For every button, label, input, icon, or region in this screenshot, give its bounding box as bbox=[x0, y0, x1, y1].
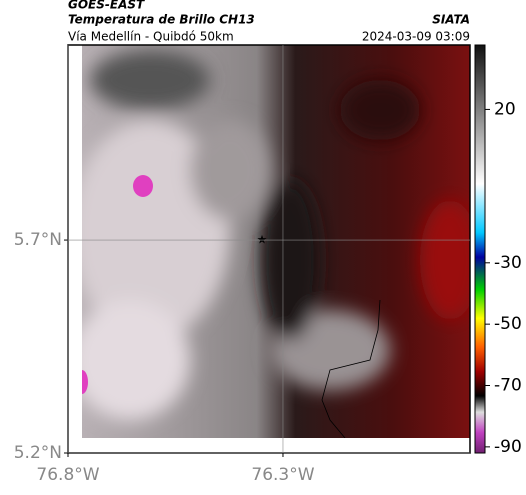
satellite-image: ★ bbox=[82, 45, 470, 438]
source: GOES-EAST bbox=[68, 0, 145, 12]
title: Temperatura de Brillo CH13 bbox=[68, 13, 255, 27]
subtitle: Vía Medellín - Quibdó 50km bbox=[68, 30, 234, 44]
colorbar-tick-label: 20 bbox=[494, 99, 516, 119]
datetime: 2024-03-09 03:09 bbox=[362, 30, 470, 44]
lat-tick-label: 5.7°N bbox=[14, 230, 62, 250]
colorbar-tick-label: -50 bbox=[494, 314, 522, 334]
lon-tick-label: 76.8°W bbox=[36, 465, 99, 485]
colorbar-tick-label: -30 bbox=[494, 253, 522, 273]
lon-tick-label: 76.3°W bbox=[251, 465, 314, 485]
colorbar-tick-label: -90 bbox=[494, 437, 522, 457]
lat-tick-label: 5.2°N bbox=[14, 443, 62, 463]
svg-text:★: ★ bbox=[257, 233, 268, 247]
colorbar-tick-label: -70 bbox=[494, 376, 522, 396]
colorbar bbox=[474, 44, 486, 454]
org: SIATA bbox=[432, 13, 470, 27]
